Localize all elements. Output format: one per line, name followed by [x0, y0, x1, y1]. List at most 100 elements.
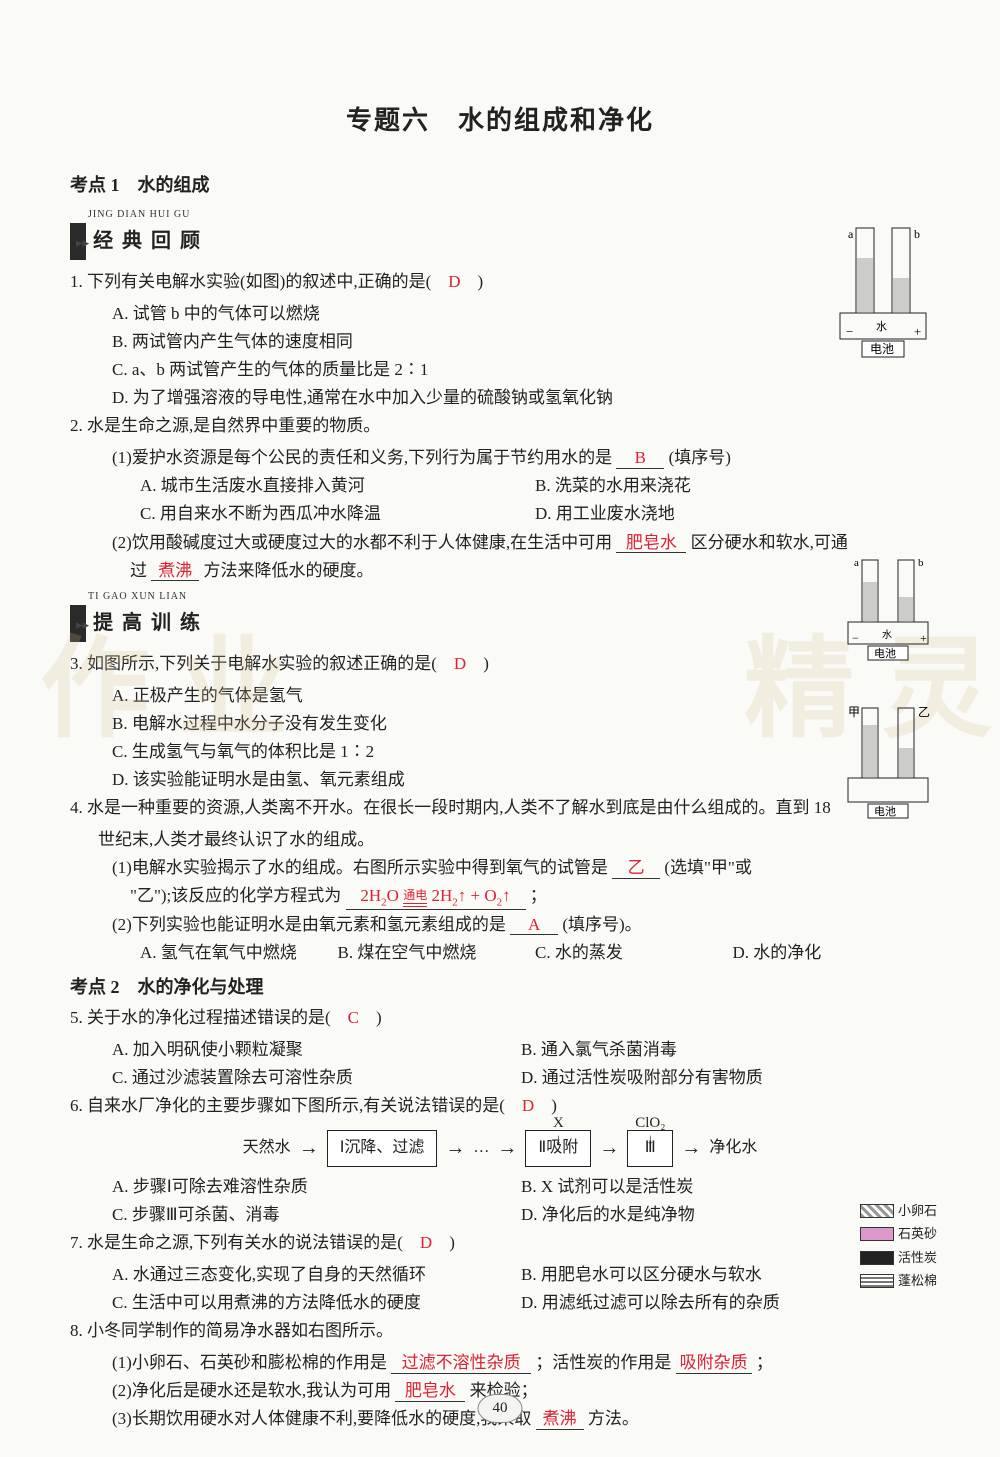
q1-opt-a: A. 试管 b 中的气体可以燃烧	[70, 300, 930, 328]
q2-sub1: (1)爱护水资源是每个公民的责任和义务,下列行为属于节约用水的是 B (填序号)	[70, 444, 930, 472]
q1-opt-b: B. 两试管内产生气体的速度相同	[70, 328, 930, 356]
arrow-icon: →	[599, 1132, 619, 1165]
q1-opt-c: C. a、b 两试管产生的气体的质量比是 2∶1	[70, 356, 930, 384]
q3-opt-c: C. 生成氢气与氧气的体积比是 1∶2	[70, 738, 930, 766]
q8-s3-pre: (3)长期饮用硬水对人体健康不利,要降低水的硬度,我采取	[112, 1409, 531, 1428]
q6-opt-b: B. X 试剂可以是活性炭	[521, 1173, 930, 1201]
q2-s2-pre2: 过	[130, 561, 147, 580]
q4-opt-b: B. 煤在空气中燃烧	[338, 939, 536, 967]
q3-opt-d: D. 该实验能证明水是由氢、氧元素组成	[70, 766, 930, 794]
svg-text:+: +	[914, 324, 921, 339]
q7-opt-c: C. 生活中可以用煮沸的方法降低水的硬度	[112, 1289, 521, 1317]
svg-text:电池: 电池	[870, 342, 894, 356]
flow-out: 净化水	[709, 1135, 757, 1161]
svg-text:乙: 乙	[918, 705, 930, 719]
q4-s1-post: (选填"甲"或	[664, 858, 752, 877]
kaodian-1-label: 考点 1 水的组成	[70, 171, 930, 201]
q6-opt-c: C. 步骤Ⅲ可杀菌、消毒	[112, 1201, 521, 1229]
q2-s1-ans: B	[616, 449, 664, 469]
q4-stem1: 4. 水是一种重要的资源,人类离不开水。在很长一段时期内,人类不了解水到底是由什…	[70, 794, 930, 822]
svg-text:水: 水	[882, 629, 892, 641]
q8-s2-ans: 肥皂水	[395, 1382, 465, 1402]
svg-text:电池: 电池	[874, 647, 896, 660]
q4-s1-pre: (1)电解水实验揭示了水的组成。右图所示实验中得到氧气的试管是	[112, 858, 608, 877]
q3-stem: 3. 如图所示,下列关于电解水实验的叙述正确的是(	[70, 654, 454, 673]
q3-opt-b: B. 电解水过程中水分子没有发生变化	[70, 710, 930, 738]
q5-opt-d: D. 通过活性炭吸附部分有害物质	[521, 1064, 930, 1092]
q7: 7. 水是生命之源,下列有关水的说法错误的是( D )	[70, 1229, 930, 1257]
q5-stem: 5. 关于水的净化过程描述错误的是(	[70, 1008, 348, 1027]
page-number: 40	[478, 1394, 523, 1423]
q3-opt-a: A. 正极产生的气体是氢气	[70, 682, 930, 710]
q2-stem: 2. 水是生命之源,是自然界中重要的物质。	[70, 412, 930, 440]
q1-answer: D	[448, 272, 460, 291]
q8-stem: 8. 小冬同学制作的简易净水器如右图所示。	[70, 1317, 930, 1345]
q2-s2-mid: 区分硬水和软水,可通	[691, 533, 848, 552]
filter-l4: 蓬松棉	[898, 1270, 937, 1291]
q4-s1-ans: 乙	[612, 859, 660, 879]
q1-stem-close: )	[461, 272, 484, 291]
q2-s2-ans1: 肥皂水	[616, 534, 686, 554]
q4-s1b: "乙");该反应的化学方程式为 2H2O 通电 2H2↑ + O2↑ ；	[70, 882, 930, 910]
svg-text:b: b	[918, 557, 924, 569]
q4-figure: 甲乙 电池	[838, 700, 938, 827]
q2-s2-ans2: 煮沸	[151, 562, 199, 582]
q3-stem-close: )	[466, 654, 489, 673]
q3-answer: D	[454, 654, 466, 673]
banner-arrows-icon: ▸▸	[76, 235, 89, 250]
filter-l3: 活性炭	[898, 1247, 937, 1268]
arrow-icon: →	[497, 1132, 517, 1165]
banner-pinyin: JING DIAN HUI GU	[88, 207, 212, 224]
q4-s2-ans: A	[510, 916, 558, 936]
arrow-icon: →	[445, 1132, 465, 1165]
svg-text:+: +	[920, 631, 927, 645]
svg-text:水: 水	[876, 320, 887, 333]
svg-text:b: b	[914, 227, 920, 241]
svg-text:−: −	[846, 324, 853, 339]
q4-s2-pre: (2)下列实验也能证明水是由氧元素和氢元素组成的是	[112, 915, 506, 934]
flow-in: 天然水	[243, 1135, 291, 1161]
q5-opt-b: B. 通入氯气杀菌消毒	[521, 1036, 930, 1064]
q3-figure: ab 电池 −+ 水	[838, 552, 938, 669]
q2-s2-post: 方法来降低水的硬度。	[204, 561, 374, 580]
filter-l1: 小卵石	[898, 1200, 937, 1221]
banner-jingdian: JING DIAN HUI GU ▸▸经 典 回 顾	[70, 207, 212, 261]
q2-opt-c: C. 用自来水不断为西瓜冲水降温	[140, 500, 535, 528]
q8-s1-pre: (1)小卵石、石英砂和膨松棉的作用是	[112, 1353, 387, 1372]
kaodian-2-label: 考点 2 水的净化与处理	[70, 973, 930, 1003]
q8-s1-mid: ；活性炭的作用是	[535, 1353, 671, 1372]
q1: 1. 下列有关电解水实验(如图)的叙述中,正确的是( D )	[70, 268, 930, 296]
q8-s1-post: ；	[756, 1353, 773, 1372]
filter-l2: 石英砂	[898, 1223, 937, 1244]
q5-stem-close: )	[359, 1008, 382, 1027]
q7-stem: 7. 水是生命之源,下列有关水的说法错误的是(	[70, 1233, 420, 1252]
flow-box2: X↓ Ⅱ吸附	[525, 1130, 591, 1166]
q4-s1-eq: 2H2O 通电 2H2↑ + O2↑	[346, 887, 526, 909]
q5-opt-c: C. 通过沙滤装置除去可溶性杂质	[112, 1064, 521, 1092]
q2-s1-pre: (1)爱护水资源是每个公民的责任和义务,下列行为属于节约用水的是	[112, 448, 612, 467]
q7-stem-close: )	[432, 1233, 455, 1252]
svg-text:甲: 甲	[848, 705, 860, 719]
page-title: 专题六 水的组成和净化	[70, 100, 930, 143]
q8-s1: (1)小卵石、石英砂和膨松棉的作用是 过滤不溶性杂质 ；活性炭的作用是 吸附杂质…	[70, 1349, 930, 1377]
q6-flowchart: 天然水 → Ⅰ沉降、过滤 → … → X↓ Ⅱ吸附 → ClO₂↓ Ⅲ → 净化…	[70, 1130, 930, 1166]
flow-box2-top: X	[553, 1115, 564, 1131]
q2-sub2: (2)饮用酸碱度过大或硬度过大的水都不利于人体健康,在生活中可用 肥皂水 区分硬…	[70, 529, 930, 557]
banner-tigao: TI GAO XUN LIAN ▸▸提 高 训 练	[70, 589, 212, 643]
q2-s1-post: (填序号)	[669, 448, 731, 467]
q6-opt-a: A. 步骤Ⅰ可除去难溶性杂质	[112, 1173, 521, 1201]
svg-text:a: a	[848, 227, 854, 241]
q2-s2-pre: (2)饮用酸碱度过大或硬度过大的水都不利于人体健康,在生活中可用	[112, 533, 612, 552]
q8-s2-pre: (2)净化后是硬水还是软水,我认为可用	[112, 1381, 391, 1400]
q4-s1: (1)电解水实验揭示了水的组成。右图所示实验中得到氧气的试管是 乙 (选填"甲"…	[70, 854, 930, 882]
flow-dots: …	[473, 1135, 489, 1161]
flow-box3-top: ClO₂	[635, 1115, 665, 1131]
q4-s1-post2: ；	[530, 886, 547, 905]
arrow-icon: →	[681, 1132, 701, 1165]
q5-answer: C	[348, 1008, 359, 1027]
q4-opt-c: C. 水的蒸发	[535, 939, 733, 967]
q8-s1-ans1: 过滤不溶性杂质	[391, 1354, 531, 1374]
svg-text:a: a	[854, 557, 859, 569]
q4-opt-d: D. 水的净化	[733, 939, 931, 967]
flow-box1: Ⅰ沉降、过滤	[327, 1130, 438, 1166]
